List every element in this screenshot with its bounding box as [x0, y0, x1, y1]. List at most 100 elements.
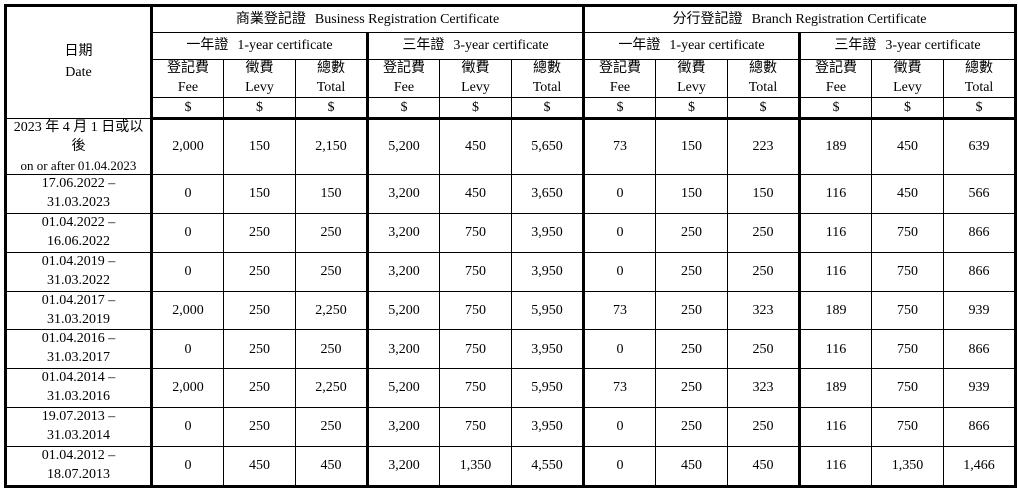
currency-symbol: $ [655, 97, 729, 120]
date-cell: 17.06.2022 – 31.03.2023 [5, 174, 153, 215]
value-cell: 3,200 [367, 251, 440, 292]
value-cell: 0 [583, 213, 657, 253]
value-cell: 150 [655, 174, 729, 215]
column-header-row: 登記費 Fee 徵費 Levy 總數 Total 登記費 Fee 徵費 Levy 總數 To… [6, 59, 1017, 98]
date-header-zh: 日期 [64, 44, 93, 60]
value-cell: 5,200 [367, 368, 440, 409]
value-cell: 866 [943, 407, 1017, 447]
value-cell: 250 [655, 329, 729, 370]
value-cell: 566 [943, 174, 1017, 215]
date-line-primary: 01.04.2022 – 16.06.2022 [41, 215, 116, 249]
value-cell: 323 [727, 290, 802, 331]
value-cell: 250 [727, 407, 802, 447]
table-row: 01.04.2022 – 16.06.2022 0 250 250 3,200 750 3,… [5, 213, 1017, 253]
value-cell: 250 [727, 213, 802, 253]
value-cell: 250 [223, 329, 296, 370]
value-cell: 2,250 [295, 368, 369, 409]
table-row: 01.04.2012 – 18.07.2013 0 450 450 3,200 1,350… [5, 445, 1017, 487]
date-cell: 01.04.2012 – 18.07.2013 [5, 445, 153, 487]
date-cell: 01.04.2019 – 31.03.2022 [5, 251, 153, 292]
value-cell: 250 [655, 290, 729, 331]
value-cell: 639 [943, 117, 1017, 176]
table-row: 01.04.2017 – 31.03.2019 2,000 250 2,250 5,20… [5, 290, 1017, 331]
value-cell: 450 [871, 117, 945, 176]
value-cell: 4,550 [510, 445, 586, 487]
currency-symbol: $ [510, 97, 586, 120]
value-cell: 250 [223, 368, 296, 409]
currency-symbol: $ [367, 97, 440, 120]
col-header-levy: 徵費 Levy [871, 59, 945, 98]
value-cell: 116 [799, 329, 873, 370]
date-line-primary: 01.04.2019 – 31.03.2022 [41, 253, 116, 288]
branch-3year-header: 三年證 3-year certificate [799, 32, 1017, 60]
value-cell: 0 [151, 251, 224, 292]
date-cell: 01.04.2016 – 31.03.2017 [5, 329, 153, 370]
value-cell: 250 [295, 251, 369, 292]
value-cell: 750 [439, 213, 512, 253]
date-cell: 01.04.2022 – 16.06.2022 [5, 213, 153, 253]
value-cell: 5,950 [510, 368, 586, 409]
value-cell: 5,200 [367, 117, 440, 176]
value-cell: 116 [799, 445, 873, 487]
value-cell: 0 [151, 329, 224, 370]
value-cell: 2,250 [295, 290, 369, 331]
section-branch-en: Branch Registration Certificate [751, 11, 927, 27]
value-cell: 150 [295, 174, 369, 215]
value-cell: 750 [871, 251, 945, 292]
value-cell: 0 [151, 407, 224, 447]
date-cell: 01.04.2014 – 31.03.2016 [5, 368, 153, 409]
value-cell: 250 [655, 407, 729, 447]
col-header-levy: 徵費 Levy [223, 59, 296, 98]
value-cell: 250 [223, 290, 296, 331]
value-cell: 0 [583, 329, 657, 370]
value-cell: 750 [871, 329, 945, 370]
section-header-row: 日期 Date 商業登記證 Business Registration Certi… [5, 5, 1017, 119]
value-cell: 450 [655, 445, 729, 487]
value-cell: 116 [799, 407, 873, 447]
col-header-total: 總數 Total [510, 59, 586, 98]
currency-symbol: $ [943, 97, 1017, 120]
certificate-header-row: 一年證 1-year certificate 三年證 3-year certific… [6, 32, 1017, 60]
value-cell: 866 [943, 213, 1017, 253]
date-cell: 2023 年 4 月 1 日或以後 on or after 01.04.2023 [5, 117, 153, 176]
date-line-primary: 2023 年 4 月 1 日或以後 [13, 120, 144, 154]
value-cell: 5,650 [510, 117, 586, 176]
value-cell: 2,000 [151, 290, 224, 331]
value-cell: 116 [799, 174, 873, 215]
registration-fee-table: 日期 Date 商業登記證 Business Registration Certi… [4, 4, 1018, 488]
date-line-primary: 01.04.2012 – 18.07.2013 [41, 447, 116, 482]
currency-symbol: $ [727, 97, 802, 120]
currency-symbol: $ [583, 97, 657, 120]
value-cell: 750 [871, 368, 945, 409]
value-cell: 250 [223, 251, 296, 292]
date-line-secondary: on or after 01.04.2023 [20, 157, 137, 173]
col-header-total: 總數 Total [295, 59, 369, 98]
value-cell: 250 [655, 251, 729, 292]
table-row: 01.04.2016 – 31.03.2017 0 250 250 3,200 750 3,… [5, 329, 1017, 370]
currency-symbol: $ [799, 97, 873, 120]
value-cell: 750 [439, 368, 512, 409]
value-cell: 0 [583, 174, 657, 215]
date-cell: 19.07.2013 – 31.03.2014 [5, 407, 153, 447]
table-row: 19.07.2013 – 31.03.2014 0 250 250 3,200 750 3,… [5, 407, 1017, 447]
value-cell: 450 [439, 174, 512, 215]
value-cell: 750 [439, 251, 512, 292]
value-cell: 2,150 [295, 117, 369, 176]
table-row: 01.04.2014 – 31.03.2016 2,000 250 2,250 5,20… [5, 368, 1017, 409]
value-cell: 750 [439, 407, 512, 447]
currency-symbol: $ [439, 97, 512, 120]
value-cell: 250 [295, 407, 369, 447]
date-line-primary: 01.04.2017 – 31.03.2019 [41, 292, 116, 327]
value-cell: 1,350 [871, 445, 945, 487]
table-row: 01.04.2019 – 31.03.2022 0 250 250 3,200 750 3,… [5, 251, 1017, 292]
business-1year-header: 一年證 1-year certificate [151, 32, 369, 60]
currency-row: $ $ $ $ $ $ $ $ $ $ $ $ [6, 97, 1017, 120]
value-cell: 0 [583, 445, 657, 487]
value-cell: 939 [943, 290, 1017, 331]
value-cell: 0 [583, 407, 657, 447]
value-cell: 3,950 [510, 213, 586, 253]
value-cell: 939 [943, 368, 1017, 409]
value-cell: 150 [727, 174, 802, 215]
value-cell: 3,950 [510, 251, 586, 292]
value-cell: 2,000 [151, 368, 224, 409]
